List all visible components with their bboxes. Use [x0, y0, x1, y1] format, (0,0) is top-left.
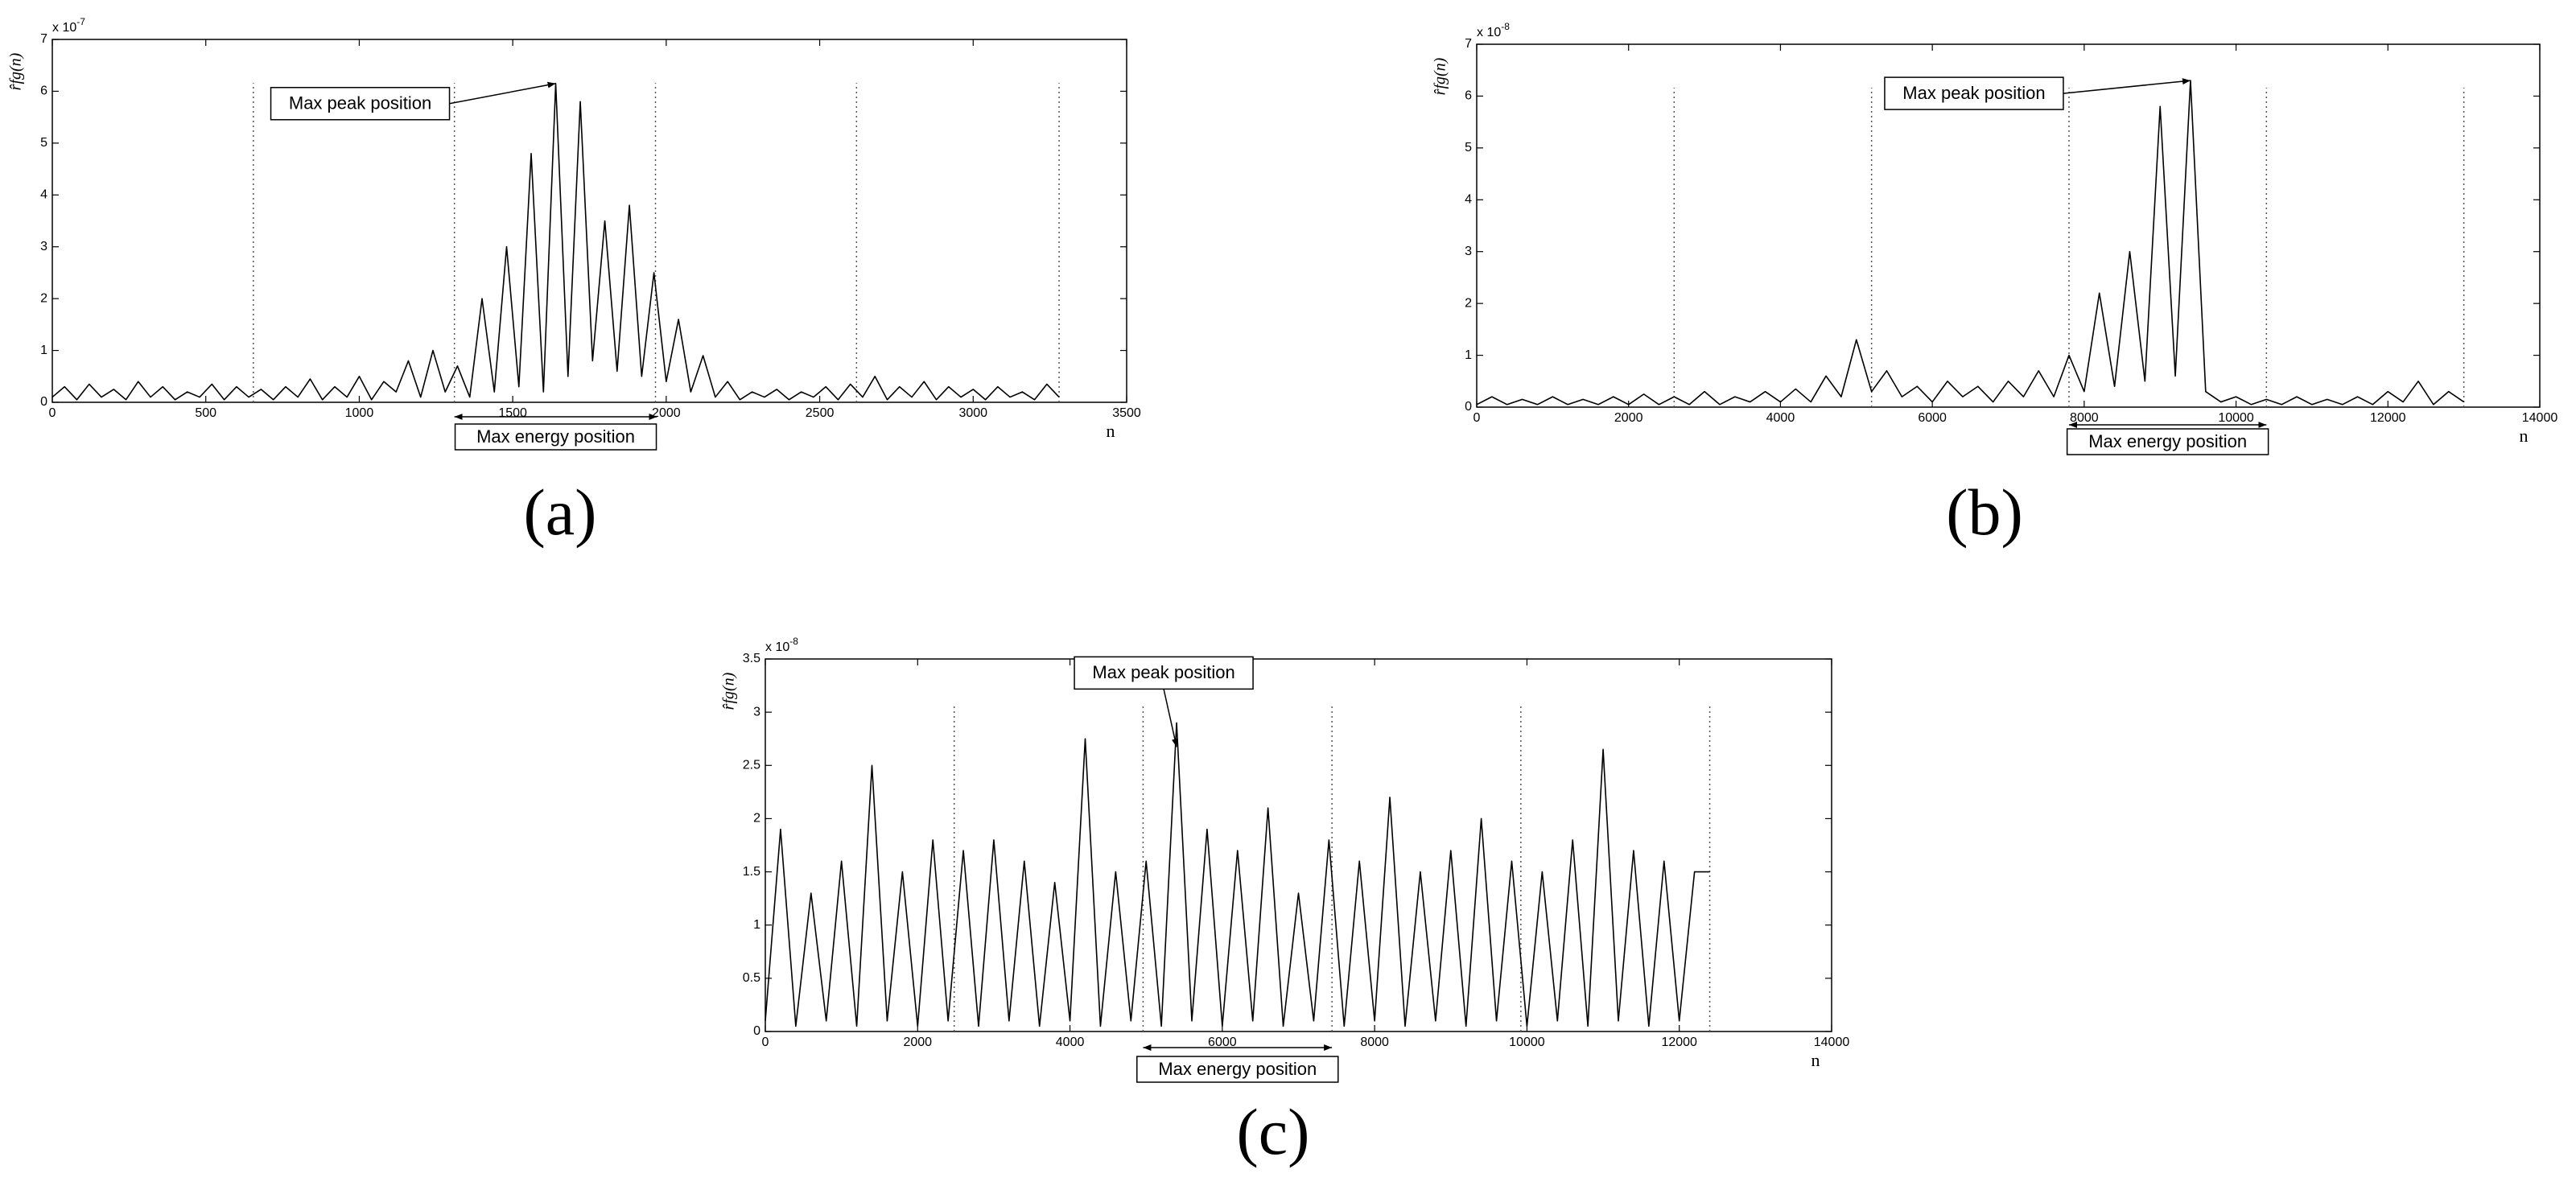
y-exponent-power: -7	[76, 16, 85, 27]
x-axis-label: n	[1811, 1050, 1820, 1070]
y-tick-label: 1	[1465, 348, 1472, 362]
y-tick-label: 3	[1465, 245, 1472, 258]
y-tick-label: 2	[40, 291, 47, 305]
x-tick-label: 500	[195, 406, 216, 420]
x-tick-label: 12000	[2370, 411, 2406, 425]
annotation-box	[270, 87, 451, 121]
annotation-box	[1884, 76, 2064, 110]
y-tick-label: 5	[40, 136, 47, 150]
x-tick-label: 12000	[1661, 1036, 1697, 1049]
x-tick-label: 14000	[2522, 411, 2558, 425]
annotation-box	[1136, 1056, 1339, 1083]
plot-frame	[52, 39, 1127, 403]
x-tick-label: 6000	[1918, 411, 1947, 425]
x-tick-label: 8000	[1360, 1036, 1389, 1049]
x-tick-label: 8000	[2070, 411, 2099, 425]
y-tick-label: 5	[1465, 141, 1472, 154]
x-tick-label: 10000	[2218, 411, 2254, 425]
panel-label: (a)	[523, 476, 596, 549]
y-tick-label: 6	[1465, 89, 1472, 103]
x-tick-label: 3500	[1112, 406, 1141, 420]
x-tick-label: 10000	[1509, 1036, 1545, 1049]
y-exponent-power: -8	[1501, 21, 1510, 32]
y-tick-label: 0	[753, 1024, 760, 1038]
signal-line	[765, 722, 1710, 1027]
peak-arrow	[1163, 689, 1178, 747]
y-tick-label: 0.5	[743, 971, 760, 985]
y-exponent: x 10-8	[765, 636, 798, 654]
x-tick-label: 14000	[1814, 1036, 1850, 1049]
annotation-text: Max energy position	[1158, 1059, 1317, 1079]
peak-arrow	[2063, 78, 2191, 94]
annotation-text: Max peak position	[1092, 662, 1234, 682]
x-axis-label: n	[2520, 426, 2529, 446]
plot-frame	[765, 658, 1832, 1032]
x-axis-label: n	[1107, 421, 1115, 441]
y-exponent-base: x 10	[765, 640, 789, 654]
y-tick-label: 4	[40, 188, 47, 202]
x-tick-label: 2000	[652, 406, 681, 420]
y-axis-label: r̂fg(n)	[1432, 57, 1449, 95]
annotation-box	[454, 423, 657, 451]
panel-label: (b)	[1946, 476, 2023, 549]
y-axis-label: r̂fg(n)	[720, 672, 738, 710]
annotation-text: Max peak position	[289, 93, 431, 113]
annotation-text: Max energy position	[476, 426, 635, 447]
y-exponent-base: x 10	[52, 21, 76, 35]
annotation-text: Max peak position	[1902, 83, 2045, 103]
y-exponent-base: x 10	[1477, 26, 1501, 39]
y-exponent: x 10-8	[1477, 21, 1510, 39]
signal-line	[1476, 80, 2465, 406]
y-tick-label: 2.5	[743, 759, 760, 772]
x-tick-label: 2000	[1614, 411, 1643, 425]
y-tick-label: 6	[40, 84, 47, 98]
y-tick-label: 2	[753, 812, 760, 826]
x-tick-label: 0	[49, 406, 56, 420]
x-tick-label: 2000	[903, 1036, 932, 1049]
y-tick-label: 3.5	[743, 652, 760, 665]
x-tick-label: 4000	[1056, 1036, 1085, 1049]
annotation-box	[2066, 428, 2269, 455]
y-tick-label: 2	[1465, 296, 1472, 310]
y-tick-label: 1.5	[743, 865, 760, 879]
y-tick-label: 7	[40, 32, 47, 46]
y-axis-label: r̂fg(n)	[7, 52, 25, 90]
y-tick-label: 1	[753, 918, 760, 932]
y-tick-label: 4	[1465, 193, 1472, 207]
y-tick-label: 7	[1465, 37, 1472, 51]
y-tick-label: 0	[1465, 400, 1472, 414]
peak-arrow	[449, 81, 556, 105]
x-tick-label: 2500	[806, 406, 835, 420]
annotation-text: Max energy position	[2088, 431, 2247, 451]
y-tick-label: 3	[40, 240, 47, 253]
x-tick-label: 1000	[345, 406, 374, 420]
y-exponent: x 10-7	[52, 16, 85, 35]
x-tick-label: 1500	[498, 406, 527, 420]
y-exponent-power: -8	[789, 636, 798, 647]
x-tick-label: 3000	[958, 406, 987, 420]
x-tick-label: 0	[1473, 411, 1481, 425]
y-tick-label: 3	[753, 705, 760, 719]
x-tick-label: 0	[762, 1036, 769, 1049]
x-tick-label: 4000	[1766, 411, 1795, 425]
y-tick-label: 1	[40, 344, 47, 357]
y-tick-label: 0	[40, 395, 47, 409]
panel-label: (c)	[1236, 1095, 1309, 1168]
